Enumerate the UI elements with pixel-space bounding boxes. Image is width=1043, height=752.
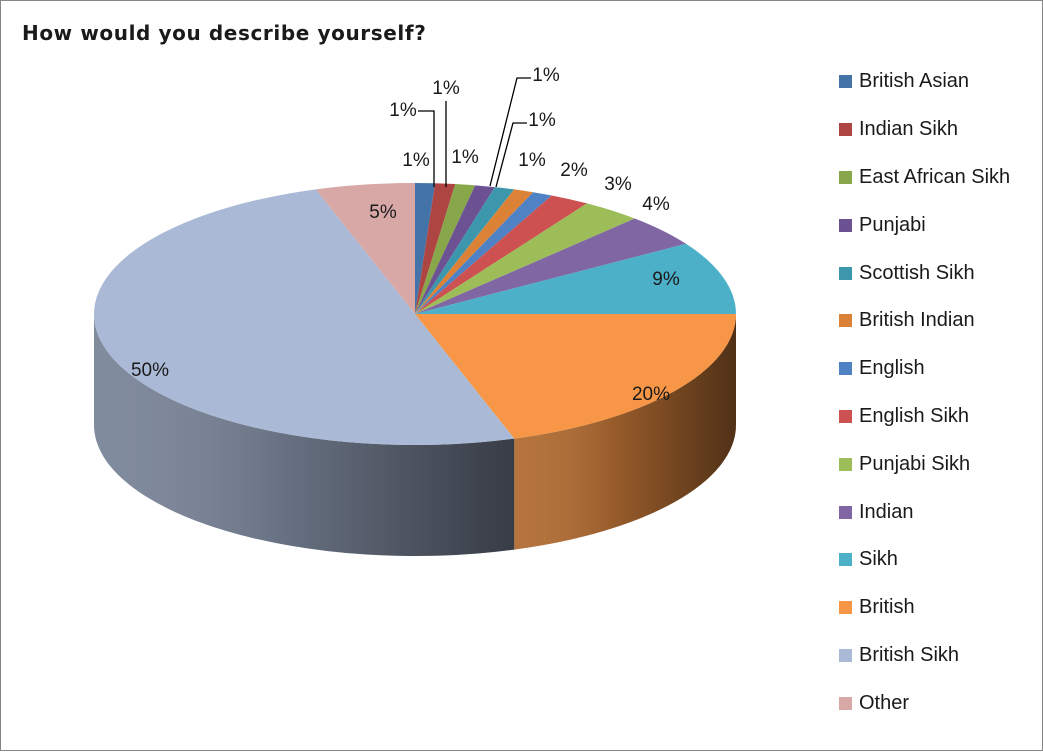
legend-swatch (839, 218, 852, 232)
legend-label: English Sikh (859, 404, 970, 427)
legend-label: Other (859, 691, 910, 714)
legend-item-sikh: Sikh (839, 536, 1010, 584)
data-label-indian: 4% (642, 194, 670, 215)
legend-label: British Indian (859, 309, 975, 332)
slice-english (415, 192, 552, 314)
legend-item-indian-sikh: Indian Sikh (839, 106, 1010, 154)
pie-sides (94, 314, 736, 556)
legend-label: English (859, 357, 925, 380)
data-label-english-sikh: 2% (560, 160, 588, 181)
data-label-indian-sikh: 1% (389, 100, 417, 121)
slice-indian-sikh (415, 183, 456, 314)
data-label-british-sikh: 50% (131, 360, 169, 381)
legend-item-punjabi: Punjabi (839, 201, 1010, 249)
legend-swatch (839, 553, 852, 567)
legend-label: Punjabi Sikh (859, 452, 971, 475)
data-label-english: 1% (518, 150, 546, 171)
pie-slices (93, 183, 736, 445)
data-label-punjabi-sikh: 3% (604, 174, 632, 195)
data-labels: 1% 1% 1% 1% 1% 1% 1% 2% 3% 4% 9% 20% 50% 5% (131, 65, 680, 405)
data-label-british: 20% (632, 384, 670, 405)
legend-item-british-sikh: British Sikh (839, 632, 1010, 680)
leader-line-indian-sikh (418, 110, 435, 187)
slice-east-african-sikh (415, 184, 476, 314)
data-label-other: 5% (369, 202, 397, 223)
legend-item-british-indian: British Indian (839, 297, 1010, 345)
slice-side-shading (514, 314, 736, 550)
slice-punjabi-sikh (415, 203, 635, 314)
legend-label: British (859, 596, 915, 619)
legend-item-scottish-sikh: Scottish Sikh (839, 249, 1010, 297)
data-label-scottish-sikh: 1% (532, 65, 560, 86)
legend-swatch (839, 362, 852, 376)
chart-title: How would you describe yourself? (22, 21, 427, 45)
legend: British Asian Indian Sikh East African Sik… (839, 58, 1010, 727)
legend-swatch (839, 314, 852, 328)
legend-label: British Asian (859, 70, 970, 93)
legend-label: East African Sikh (859, 165, 1011, 188)
legend-swatch (839, 505, 852, 519)
slice-british (415, 314, 736, 439)
legend-item-british: British (839, 584, 1010, 632)
legend-item-punjabi-sikh: Punjabi Sikh (839, 440, 1010, 488)
legend-swatch (839, 601, 852, 615)
data-label-british-indian: 1% (528, 110, 556, 131)
slice-sikh (415, 243, 736, 314)
slice-english-sikh (415, 195, 588, 314)
slice-scottish-sikh (415, 187, 515, 314)
slice-british-sikh (93, 189, 515, 445)
legend-swatch (839, 457, 852, 471)
data-label-british-asian: 1% (402, 150, 430, 171)
leader-lines (418, 77, 531, 188)
legend-swatch (839, 696, 852, 710)
legend-swatch (839, 409, 852, 423)
legend-label: Indian (859, 500, 914, 523)
legend-item-british-asian: British Asian (839, 58, 1010, 106)
legend-label: Sikh (859, 548, 898, 571)
data-label-sikh: 9% (652, 269, 680, 290)
legend-item-english: English (839, 345, 1010, 393)
legend-item-other: Other (839, 679, 1010, 727)
slice-british-asian (415, 183, 436, 314)
legend-label: Indian Sikh (859, 118, 958, 141)
legend-item-east-african-sikh: East African Sikh (839, 154, 1010, 202)
legend-swatch (839, 75, 852, 89)
legend-swatch (839, 648, 852, 662)
slice-side-shading (94, 314, 515, 556)
slice-punjabi (415, 185, 495, 314)
legend-item-indian: Indian (839, 488, 1010, 536)
data-label-east-african-sikh: 1% (432, 78, 460, 99)
leader-line-scottish-sikh (489, 77, 531, 187)
legend-label: Punjabi (859, 213, 926, 236)
leader-line-british-indian (495, 122, 527, 188)
slice-other (315, 183, 415, 314)
slice-british-indian (415, 189, 534, 314)
legend-swatch (839, 123, 852, 137)
legend-swatch (839, 170, 852, 184)
data-label-punjabi: 1% (451, 147, 479, 168)
legend-label: British Sikh (859, 643, 960, 666)
slice-indian (415, 218, 687, 314)
legend-label: Scottish Sikh (859, 261, 975, 284)
legend-swatch (839, 266, 852, 280)
legend-item-english-sikh: English Sikh (839, 393, 1010, 441)
